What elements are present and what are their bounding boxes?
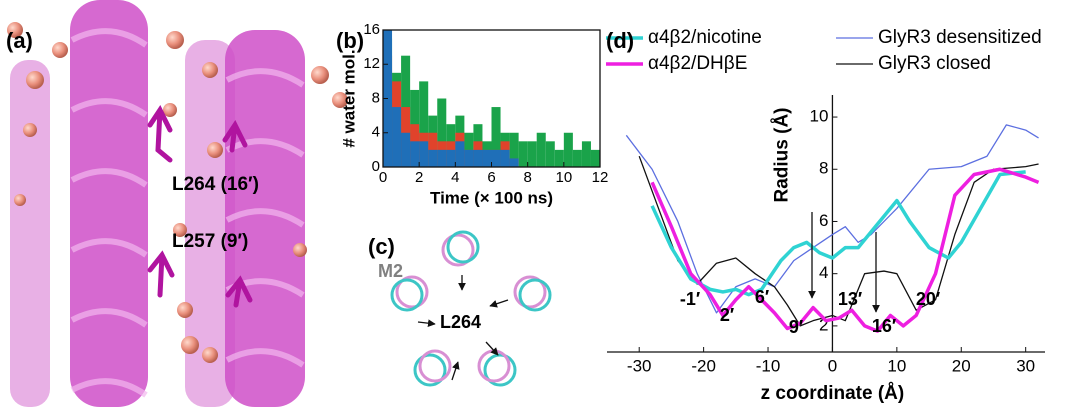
y-axis-label: Radius (Å): [771, 108, 792, 203]
series-line: [650, 167, 1040, 333]
bar: [509, 158, 519, 167]
x-tick-label: 10: [887, 356, 906, 375]
x-tick-label: 0: [379, 169, 387, 186]
bar: [563, 132, 573, 167]
series-line: [650, 170, 1026, 297]
annotation: 6′: [755, 287, 769, 307]
legend-label: GlyR3 closed: [878, 53, 991, 74]
bar: [500, 149, 510, 167]
bar: [581, 141, 591, 167]
x-tick-label: 12: [592, 169, 609, 186]
bar: [464, 149, 474, 167]
bar: [401, 132, 411, 167]
bar: [455, 141, 465, 167]
legend-label: α4β2/DHβE: [648, 53, 747, 74]
y-tick-label: 4: [819, 263, 828, 282]
bar: [437, 149, 447, 167]
y-axis-label: # water mol.: [339, 49, 358, 147]
annotation: 16′: [872, 316, 896, 336]
residue-label: L264 (16′): [172, 174, 259, 195]
y-tick-label: 6: [819, 211, 828, 230]
annotation: 2′: [720, 305, 734, 325]
y-tick-label: 4: [372, 124, 380, 141]
annotation: 13′: [838, 289, 862, 309]
bar: [482, 149, 492, 167]
y-tick-label: 8: [372, 89, 380, 106]
panel-label: (b): [336, 28, 364, 53]
x-tick-label: 2: [415, 169, 423, 186]
x-tick-label: 20: [952, 356, 971, 375]
x-axis-label: z coordinate (Å): [761, 383, 905, 404]
bar: [509, 132, 519, 167]
bar: [446, 149, 456, 167]
panel-label: (a): [6, 28, 33, 53]
bar: [437, 98, 447, 167]
x-tick-label: 10: [555, 169, 572, 186]
y-tick-label: 8: [819, 159, 828, 178]
panel-label: (d): [606, 28, 634, 53]
legend-label: GlyR3 desensitized: [878, 27, 1042, 48]
bar: [419, 81, 429, 167]
x-tick-label: 30: [1016, 356, 1035, 375]
panel-label: (c): [368, 234, 395, 259]
annotation: 20′: [916, 289, 940, 309]
bar: [554, 149, 564, 167]
x-tick-label: 4: [451, 169, 459, 186]
annotation: -1′: [680, 289, 700, 309]
y-tick-label: 16: [363, 21, 380, 38]
bar: [518, 141, 528, 167]
helix-topview: [390, 230, 552, 387]
bar: [428, 149, 438, 167]
bar: [527, 141, 537, 167]
x-tick-label: 6: [487, 169, 495, 186]
legend-label: α4β2/nicotine: [648, 27, 762, 48]
x-tick-label: -20: [691, 356, 716, 375]
residue-label: L257 (9′): [172, 231, 248, 252]
bar: [572, 149, 582, 167]
bar: [392, 107, 402, 167]
series-line: [638, 155, 1039, 327]
bar: [410, 141, 420, 167]
helix-label: M2: [378, 261, 403, 281]
bar: [536, 132, 546, 167]
bar: [419, 141, 429, 167]
bar: [590, 149, 600, 167]
x-tick-label: -30: [627, 356, 652, 375]
bar: [473, 149, 483, 167]
x-tick-label: -10: [756, 356, 781, 375]
helix-artwork: [0, 0, 365, 407]
x-tick-label: 8: [523, 169, 531, 186]
bar: [491, 149, 501, 167]
y-tick-label: 2: [819, 315, 828, 334]
bar: [545, 141, 555, 167]
y-tick-label: 10: [810, 107, 829, 126]
y-tick-label: 0: [372, 158, 380, 175]
y-tick-label: 12: [363, 55, 380, 72]
annotation: 9′: [789, 317, 803, 337]
x-tick-label: 0: [828, 356, 837, 375]
bar: [491, 107, 501, 167]
x-axis-label: Time (× 100 ns): [430, 188, 553, 207]
residue-label: L264: [440, 312, 481, 332]
